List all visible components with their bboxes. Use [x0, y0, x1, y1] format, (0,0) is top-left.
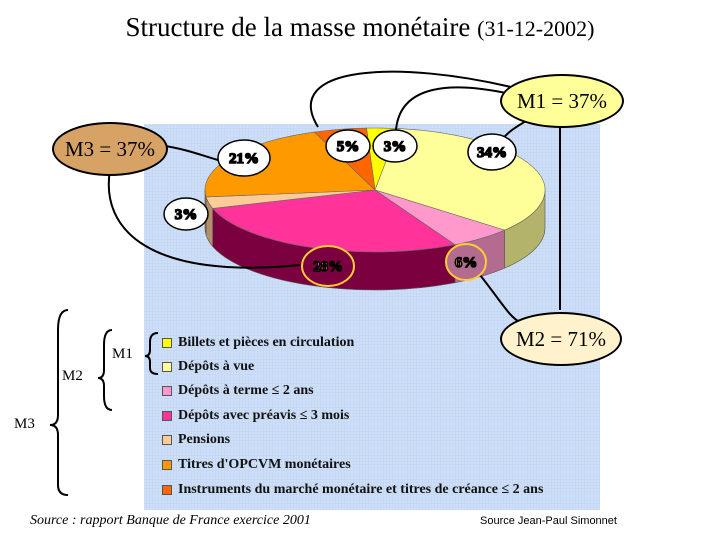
slice-label-circle-1 — [467, 133, 517, 171]
connector-m1-to-5pct — [309, 70, 516, 128]
m3-bubble-label: M3 = 37% — [64, 136, 155, 161]
legend-label-6: Instruments du marché monétaire et titre… — [178, 482, 544, 497]
bracket-label-m2: M2 — [62, 368, 83, 384]
source-left: Source : rapport Banque de France exerci… — [30, 513, 311, 528]
legend-item-0: Billets et pièces en circulation — [162, 335, 354, 351]
source-right: Source Jean-Paul Simonnet — [480, 515, 617, 527]
slice-label-4: 3% — [175, 207, 198, 223]
legend-swatch-6 — [162, 485, 172, 495]
slice-label-circle-0 — [372, 129, 418, 163]
legend-label-3: Dépôts avec préavis ≤ 3 mois — [178, 408, 350, 423]
legend-swatch-2 — [162, 386, 172, 396]
legend-item-2: Dépôts à terme ≤ 2 ans — [162, 383, 314, 399]
legend-label-5: Titres d'OPCVM monétaires — [178, 457, 351, 472]
slice-label-1: 34% — [477, 145, 507, 161]
legend-item-3: Dépôts avec préavis ≤ 3 mois — [162, 408, 349, 424]
slice-label-5: 21% — [229, 151, 259, 167]
m1-bubble-label: M1 = 37% — [516, 88, 607, 113]
legend-label-2: Dépôts à terme ≤ 2 ans — [178, 383, 314, 398]
slice-label-circle-6 — [325, 129, 371, 163]
slice-label-circle-5 — [217, 139, 271, 177]
legend-item-4: Pensions — [162, 432, 230, 448]
chart-title: Structure de la masse monétaire (31-12-2… — [0, 12, 720, 43]
slice-label-6: 5% — [337, 139, 360, 155]
connector-m1-to-3pct — [395, 86, 516, 131]
title-date: (31-12-2002) — [477, 16, 595, 41]
bracket-m3 — [49, 309, 69, 496]
legend-item-6: Instruments du marché monétaire et titre… — [162, 482, 543, 498]
legend-item-1: Dépôts à vue — [162, 359, 254, 375]
legend-swatch-4 — [162, 435, 172, 445]
m2-bubble: M2 = 71% — [500, 312, 622, 366]
slice-label-2: 6% — [455, 255, 478, 271]
legend-label-0: Billets et pièces en circulation — [178, 335, 355, 350]
connector-m3-to-3pct — [107, 169, 301, 269]
slice-label-circle-2 — [445, 243, 487, 281]
pie-slice-3 — [212, 189, 456, 253]
slice-label-circle-3 — [301, 245, 355, 287]
legend-swatch-5 — [162, 460, 172, 470]
m1-bubble: M1 = 37% — [500, 74, 624, 128]
title-main: Structure de la masse monétaire — [125, 12, 471, 42]
legend-swatch-0 — [162, 338, 172, 348]
legend-item-5: Titres d'OPCVM monétaires — [162, 457, 351, 473]
legend-label-1: Dépôts à vue — [178, 359, 255, 374]
legend-label-4: Pensions — [178, 432, 231, 447]
bracket-m2 — [97, 329, 113, 411]
bracket-label-m1: M1 — [112, 346, 133, 362]
slice-label-0: 3% — [384, 139, 407, 155]
bracket-m1 — [144, 332, 159, 375]
legend-swatch-1 — [162, 362, 172, 372]
bracket-label-m3: M3 — [14, 416, 35, 432]
legend-swatch-3 — [162, 411, 172, 421]
m2-bubble-label: M2 = 71% — [515, 326, 606, 351]
slice-label-circle-4 — [163, 197, 209, 231]
slice-label-3: 28% — [313, 259, 343, 275]
m3-bubble: M3 = 37% — [52, 122, 168, 176]
